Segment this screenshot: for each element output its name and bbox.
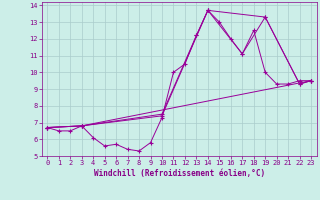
X-axis label: Windchill (Refroidissement éolien,°C): Windchill (Refroidissement éolien,°C) xyxy=(94,169,265,178)
